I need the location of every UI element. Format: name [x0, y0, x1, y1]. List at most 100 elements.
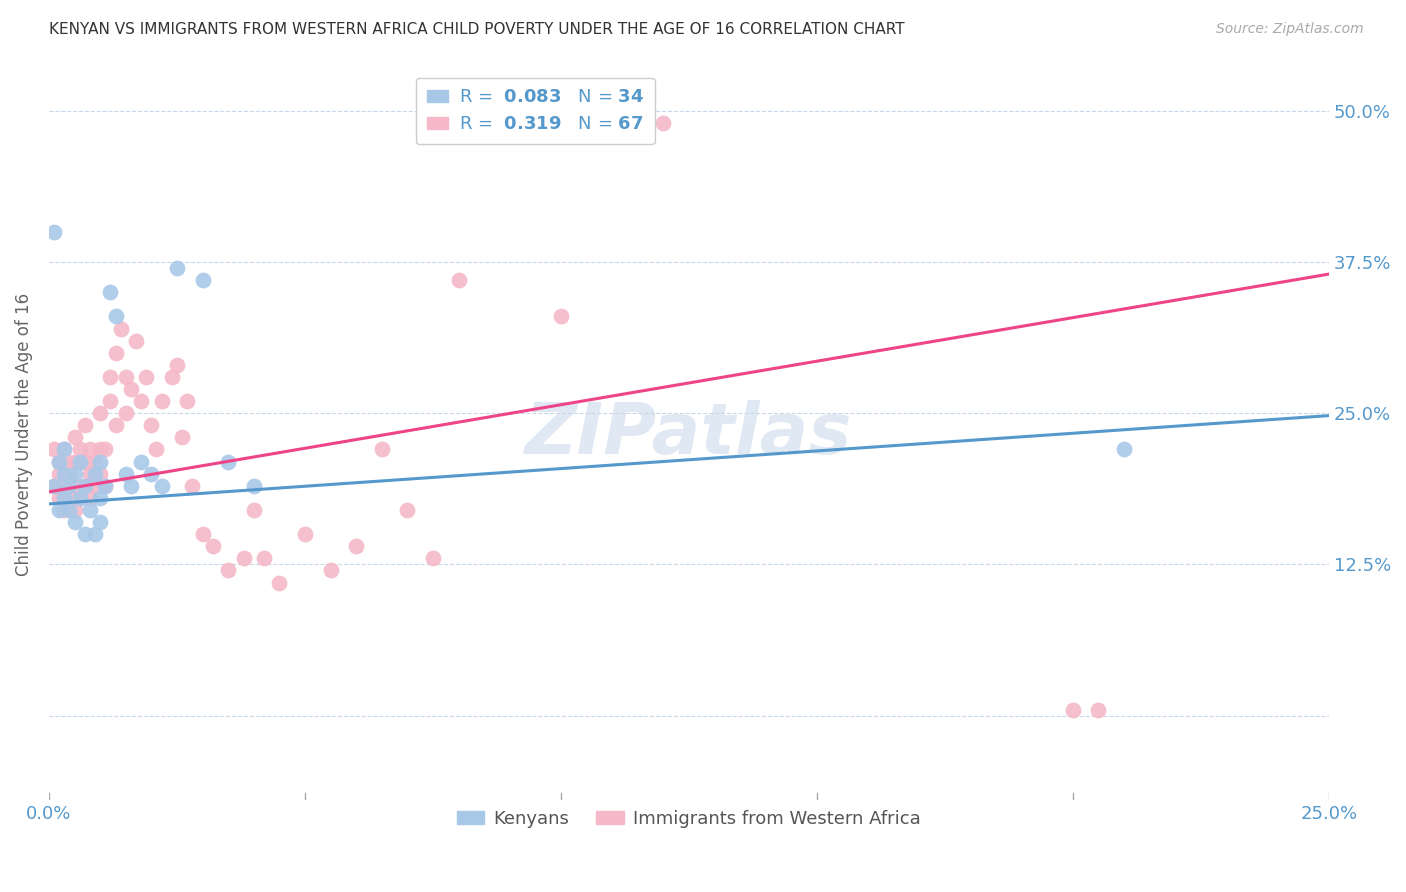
Point [242, 503, 264, 517]
Point [422, 551, 444, 566]
Point [58, 479, 80, 493]
Point [53, 442, 76, 457]
Point [319, 563, 342, 577]
Point [63, 479, 86, 493]
Point [396, 503, 419, 517]
Point [120, 479, 142, 493]
Point [114, 370, 136, 384]
Point [53, 503, 76, 517]
Point [104, 345, 127, 359]
Point [160, 370, 183, 384]
Point [63, 454, 86, 468]
Point [63, 503, 86, 517]
Point [1112, 442, 1135, 457]
Point [63, 515, 86, 529]
Point [94, 479, 117, 493]
Point [166, 261, 188, 276]
Point [100, 370, 122, 384]
Y-axis label: Child Poverty Under the Age of 16: Child Poverty Under the Age of 16 [15, 293, 32, 576]
Point [42, 479, 65, 493]
Point [294, 527, 316, 541]
Point [181, 479, 204, 493]
Point [53, 467, 76, 481]
Point [53, 491, 76, 505]
Point [73, 479, 96, 493]
Point [150, 394, 173, 409]
Point [79, 467, 101, 481]
Point [53, 479, 76, 493]
Point [58, 503, 80, 517]
Point [89, 406, 111, 420]
Point [191, 273, 214, 287]
Point [84, 467, 107, 481]
Point [48, 503, 70, 517]
Point [58, 467, 80, 481]
Point [79, 442, 101, 457]
Point [48, 467, 70, 481]
Point [217, 563, 239, 577]
Point [48, 454, 70, 468]
Point [89, 442, 111, 457]
Point [1087, 702, 1109, 716]
Point [48, 491, 70, 505]
Point [58, 491, 80, 505]
Point [89, 454, 111, 468]
Point [170, 430, 193, 444]
Point [110, 321, 132, 335]
Point [79, 503, 101, 517]
Point [550, 310, 572, 324]
Point [53, 442, 76, 457]
Point [94, 442, 117, 457]
Point [69, 442, 91, 457]
Point [141, 418, 163, 433]
Text: KENYAN VS IMMIGRANTS FROM WESTERN AFRICA CHILD POVERTY UNDER THE AGE OF 16 CORRE: KENYAN VS IMMIGRANTS FROM WESTERN AFRICA… [49, 22, 905, 37]
Point [150, 479, 173, 493]
Point [89, 467, 111, 481]
Point [104, 418, 127, 433]
Point [344, 539, 367, 553]
Point [73, 418, 96, 433]
Point [73, 479, 96, 493]
Point [652, 116, 675, 130]
Point [69, 491, 91, 505]
Point [42, 479, 65, 493]
Point [69, 454, 91, 468]
Point [145, 442, 167, 457]
Point [141, 467, 163, 481]
Point [84, 527, 107, 541]
Point [73, 454, 96, 468]
Point [42, 442, 65, 457]
Point [176, 394, 198, 409]
Text: ZIPatlas: ZIPatlas [526, 400, 852, 469]
Point [89, 515, 111, 529]
Point [114, 467, 136, 481]
Point [269, 575, 291, 590]
Point [114, 406, 136, 420]
Point [129, 454, 152, 468]
Point [1062, 702, 1084, 716]
Point [48, 454, 70, 468]
Point [89, 491, 111, 505]
Point [125, 334, 148, 348]
Point [253, 551, 276, 566]
Point [94, 479, 117, 493]
Point [135, 370, 157, 384]
Legend: Kenyans, Immigrants from Western Africa: Kenyans, Immigrants from Western Africa [450, 803, 928, 835]
Point [100, 394, 122, 409]
Point [447, 273, 470, 287]
Point [201, 539, 224, 553]
Point [73, 527, 96, 541]
Text: Source: ZipAtlas.com: Source: ZipAtlas.com [1216, 22, 1364, 37]
Point [120, 382, 142, 396]
Point [191, 527, 214, 541]
Point [58, 454, 80, 468]
Point [84, 454, 107, 468]
Point [232, 551, 254, 566]
Point [69, 491, 91, 505]
Point [217, 454, 239, 468]
Point [129, 394, 152, 409]
Point [370, 442, 392, 457]
Point [42, 225, 65, 239]
Point [104, 310, 127, 324]
Point [100, 285, 122, 300]
